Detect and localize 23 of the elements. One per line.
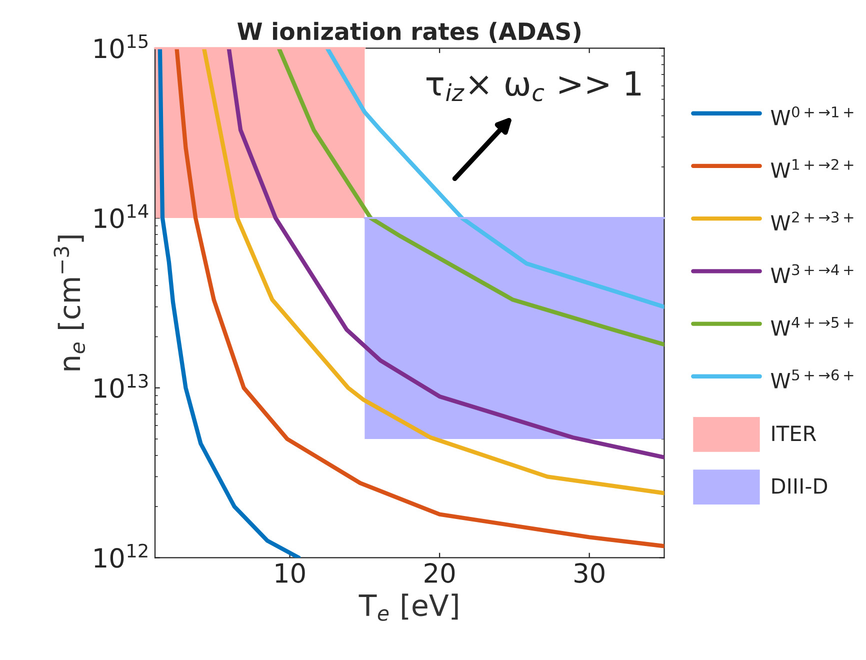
line-series [276, 48, 664, 347]
y-axis-title: n$_{e}$ [cm$^{−3}$] [54, 236, 86, 370]
legend-label: W$^{5+→6+}$ [770, 369, 854, 388]
line-series [174, 48, 664, 548]
y-tick-label: 10$^{13}$ [94, 374, 148, 398]
legend-label: W$^{2+→3+}$ [770, 212, 854, 230]
x-tick-label: 30 [574, 563, 604, 583]
chart-title: W ionization rates (ADAS) [237, 22, 580, 43]
y-tick-label: 10$^{14}$ [94, 204, 148, 228]
y-tick-label: 10$^{12}$ [94, 544, 148, 568]
line-series [325, 48, 664, 309]
x-tick-label: 10 [276, 563, 305, 583]
x-axis-title: T$_{e}$ [eV] [358, 594, 458, 621]
x-tick-label: 20 [424, 563, 455, 583]
legend-label: W$^{3+→4+}$ [770, 264, 854, 283]
legend-label: W$^{1+→2+}$ [770, 158, 854, 178]
legend-label: DIII-D [772, 478, 828, 494]
legend-label: W$^{0+→1+}$ [770, 106, 854, 126]
legend-label: ITER [772, 426, 816, 441]
legend-label: W$^{4+→5+}$ [770, 317, 854, 336]
annotation: τ$_{iz}$× ω$_{c}$ >> 1 [426, 71, 641, 102]
y-tick-label: 10$^{15}$ [94, 34, 148, 58]
line-series [158, 48, 301, 558]
